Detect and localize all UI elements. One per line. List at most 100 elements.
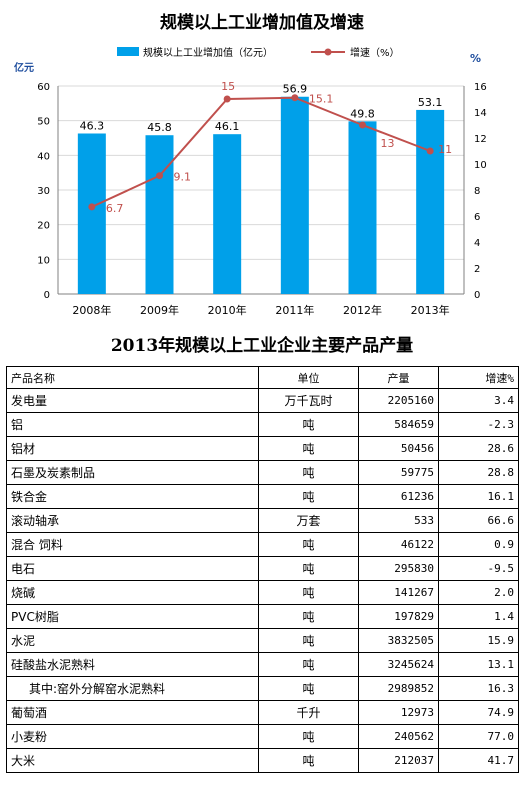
cell-output: 61236 [358, 484, 439, 509]
legend-line-marker [324, 48, 332, 56]
x-tick-label: 2012年 [343, 303, 382, 317]
line-value-label: 11 [438, 143, 452, 156]
cell-growth: 13.1 [438, 652, 519, 677]
cell-product-name: 铝材 [6, 436, 259, 461]
cell-unit: 吨 [258, 460, 359, 485]
cell-unit: 吨 [258, 748, 359, 773]
cell-output: 59775 [358, 460, 439, 485]
y2-tick-label: 10 [474, 160, 487, 171]
cell-unit: 吨 [258, 436, 359, 461]
table-row: 混合 饲料吨 46122 0.9 [6, 532, 519, 557]
cell-unit: 吨 [258, 580, 359, 605]
bar-value-label: 45.8 [147, 121, 172, 134]
bar-value-label: 46.1 [215, 120, 240, 133]
legend-label: 增速（%） [350, 46, 400, 59]
cell-output: 2205160 [358, 388, 439, 413]
table-row: 大米吨 212037 41.7 [6, 748, 519, 773]
cell-unit: 万千瓦时 [258, 388, 359, 413]
bar [213, 134, 242, 294]
line-value-label: 9.1 [174, 171, 192, 184]
cell-unit: 吨 [258, 652, 359, 677]
line-point [426, 147, 434, 155]
cell-output: 240562 [358, 724, 439, 749]
cell-unit: 吨 [258, 676, 359, 701]
cell-product-name: 水泥 [6, 628, 259, 653]
table-row: 小麦粉吨 240562 77.0 [6, 724, 519, 749]
bar-value-label: 46.3 [80, 119, 105, 132]
cell-output: 46122 [358, 532, 439, 557]
y-tick-label: 30 [37, 186, 50, 197]
table-row: 硅酸盐水泥熟料吨 3245624 13.1 [6, 652, 519, 677]
cell-unit: 吨 [258, 724, 359, 749]
table-row: PVC树脂吨 197829 1.4 [6, 604, 519, 629]
cell-growth: 15.9 [438, 628, 519, 653]
line-point [88, 203, 96, 211]
x-tick-label: 2013年 [411, 303, 450, 317]
y2-tick-label: 4 [474, 238, 480, 249]
cell-unit: 吨 [258, 556, 359, 581]
y2-tick-label: 16 [474, 82, 487, 93]
cell-product-name: 铁合金 [6, 484, 259, 509]
y2-tick-label: 2 [474, 264, 480, 275]
cell-growth: -9.5 [438, 556, 519, 581]
cell-product-name: 混合 饲料 [6, 532, 259, 557]
cell-output: 295830 [358, 556, 439, 581]
cell-output: 197829 [358, 604, 439, 629]
left-axis-unit: 亿元 [14, 61, 34, 74]
cell-growth: 74.9 [438, 700, 519, 725]
cell-growth: 28.6 [438, 436, 519, 461]
cell-growth: 28.8 [438, 460, 519, 485]
y-tick-label: 60 [37, 82, 50, 93]
table-title: 2013年规模以上工业企业主要产品产量 [110, 336, 414, 356]
x-tick-label: 2009年 [140, 303, 179, 317]
y2-tick-label: 12 [474, 134, 487, 145]
y-tick-label: 40 [37, 151, 50, 162]
cell-unit: 吨 [258, 484, 359, 509]
y2-tick-label: 8 [474, 186, 480, 197]
cell-growth: 2.0 [438, 580, 519, 605]
line-value-label: 15.1 [309, 93, 334, 106]
line-value-label: 15 [221, 80, 235, 93]
y2-tick-label: 0 [474, 290, 480, 301]
cell-output: 533 [358, 508, 439, 533]
table-row: 滚动轴承 万套 533 66.6 [6, 508, 519, 533]
cell-unit: 吨 [258, 628, 359, 653]
cell-growth: 16.1 [438, 484, 519, 509]
bar [77, 133, 106, 294]
table-row: 葡萄酒 千升 12973 74.9 [6, 700, 519, 725]
cell-product-name: 滚动轴承 [6, 508, 259, 533]
cell-output: 3245624 [358, 652, 439, 677]
cell-growth: 1.4 [438, 604, 519, 629]
table-row: 铝吨 584659 -2.3 [6, 412, 519, 437]
cell-product-name: 铝 [6, 412, 259, 437]
growth-line [91, 96, 431, 208]
cell-product-name: 其中:窑外分解窑水泥熟料 [6, 676, 259, 701]
header-output: 产量 [358, 366, 439, 389]
product-output-table: 产品名称 单位 产量 增速% 发电量 万千瓦时 2205160 3.4 铝吨 584659… [6, 366, 519, 773]
table-row: 水泥吨 3832505 15.9 [6, 628, 519, 653]
table-row: 铁合金吨 61236 16.1 [6, 484, 519, 509]
cell-unit: 万套 [258, 508, 359, 533]
line-point [291, 94, 299, 102]
header-unit: 单位 [258, 366, 359, 389]
bar [145, 135, 174, 294]
cell-growth: 0.9 [438, 532, 519, 557]
bar [280, 96, 309, 294]
y-tick-label: 50 [37, 117, 50, 128]
cell-growth: 16.3 [438, 676, 519, 701]
header-product-name: 产品名称 [6, 366, 259, 389]
cell-growth: 66.6 [438, 508, 519, 533]
cell-product-name: 大米 [6, 748, 259, 773]
line-point [156, 172, 163, 180]
y-tick-label: 10 [37, 255, 50, 266]
right-axis-unit: % [470, 52, 481, 65]
legend-label: 规模以上工业增加值（亿元） [143, 46, 273, 59]
cell-product-name: 烧碱 [6, 580, 259, 605]
cell-output: 2989852 [358, 676, 439, 701]
cell-growth: 77.0 [438, 724, 519, 749]
cell-product-name: PVC树脂 [6, 604, 259, 629]
legend-bar-swatch [117, 47, 139, 56]
table-row: 烧碱吨 141267 2.0 [6, 580, 519, 605]
cell-growth: 41.7 [438, 748, 519, 773]
